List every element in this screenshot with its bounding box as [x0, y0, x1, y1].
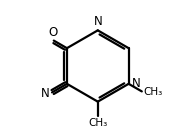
- Text: N: N: [41, 87, 50, 100]
- Text: CH₃: CH₃: [88, 118, 107, 128]
- Text: N: N: [93, 15, 102, 28]
- Text: CH₃: CH₃: [143, 87, 162, 97]
- Text: O: O: [48, 26, 58, 39]
- Text: N: N: [132, 77, 141, 90]
